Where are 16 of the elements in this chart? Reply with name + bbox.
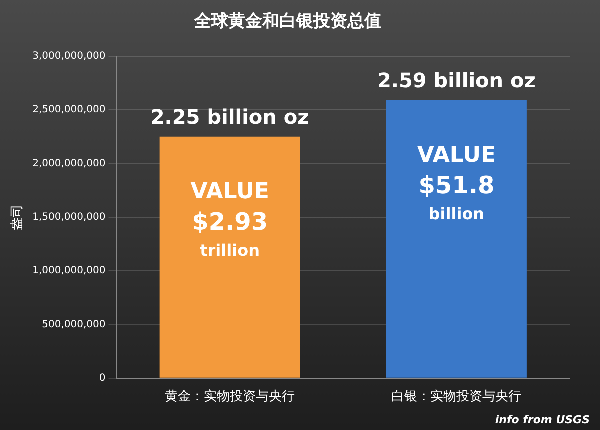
y-tick-label: 3,000,000,000 (32, 50, 106, 62)
y-tick-label: 500,000,000 (42, 319, 106, 330)
y-tick-label: 1,500,000,000 (32, 212, 106, 223)
y-tick-label: 2,000,000,000 (32, 158, 106, 170)
text: info from USGS (495, 413, 590, 426)
y-axis-title: 盎司 (10, 204, 26, 230)
data-label: 2.25 billion oz (150, 105, 310, 130)
x-tick-label: 黄金：实物投资与央行 (165, 390, 296, 405)
chart-title: 全球黄金和白银投资总值 (194, 12, 382, 32)
y-tick-label: 0 (99, 372, 106, 384)
y-tick-label: 2,500,000,000 (32, 104, 106, 116)
annotation: VALUE $51.8 billion (417, 143, 496, 224)
data-label: 2.59 billion oz (378, 68, 536, 93)
annotation: VALUE $2.93 trillion (190, 180, 270, 260)
y-tick-label: 1,000,000,000 (32, 266, 106, 277)
x-tick-label: 白银：实物投资与央行 (392, 390, 522, 405)
